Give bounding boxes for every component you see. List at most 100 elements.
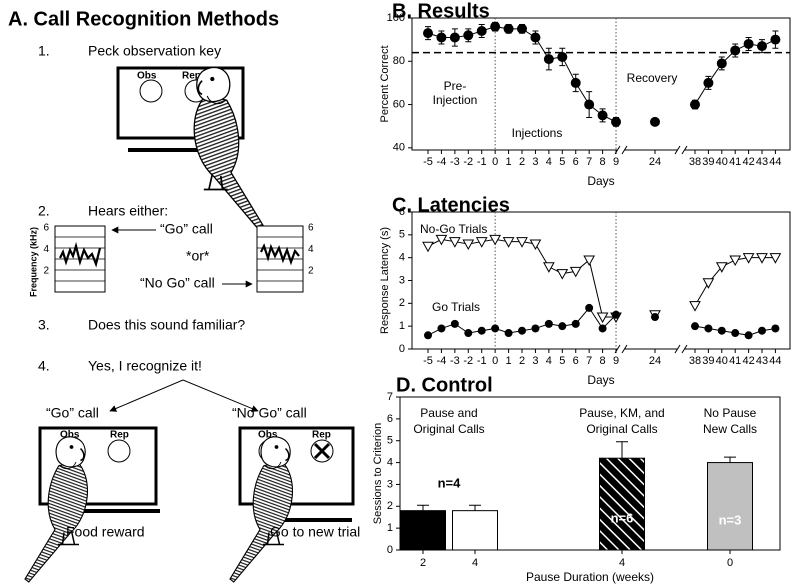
data-point: [529, 239, 542, 250]
y-tick-label: 6: [399, 206, 405, 218]
x-tick-label: -4: [437, 355, 447, 367]
y-axis-label: Response Latency (s): [379, 227, 391, 334]
axis-break: [674, 145, 688, 155]
x-tick-label: -2: [463, 156, 473, 168]
data-point: [743, 38, 754, 49]
spectrogram-tick: 4: [308, 244, 314, 255]
outcome: Go to new trial: [270, 524, 360, 540]
group-label: No Pause: [704, 406, 757, 420]
x-tick-label: 7: [586, 355, 592, 367]
screen: [238, 426, 355, 506]
data-point: [583, 255, 596, 266]
x-tick-label: 40: [716, 355, 728, 367]
x-axis-label: Days: [587, 373, 614, 387]
y-tick-label: 4: [399, 252, 405, 264]
step-number: 4.: [38, 358, 50, 374]
y-tick-label: 100: [387, 12, 405, 24]
data-point: [502, 237, 515, 248]
key-label: Rep: [312, 430, 331, 441]
data-point: [491, 324, 500, 333]
data-point: [689, 301, 701, 312]
x-tick-label: 2: [420, 557, 426, 569]
data-point: [556, 269, 569, 280]
annotation: Pre-: [444, 79, 467, 93]
data-point: [503, 23, 514, 34]
y-axis-label: Sessions to Criterion: [372, 423, 384, 525]
legend-label: Go Trials: [432, 300, 480, 314]
y-tick-label: 3: [387, 478, 393, 490]
key: [139, 79, 163, 103]
call-label: “No Go” call: [232, 405, 307, 421]
data-point: [424, 331, 432, 340]
x-tick-label: 39: [702, 355, 714, 367]
spectrogram-tick: 2: [43, 265, 49, 276]
data-point: [557, 51, 568, 62]
y-tick-label: 7: [387, 391, 393, 403]
axis-break: [618, 146, 624, 154]
data-point: [450, 319, 459, 328]
key-label: Obs: [137, 71, 157, 82]
n-label: n=4: [438, 475, 462, 490]
x-tick-label: 43: [756, 156, 768, 168]
x-tick-label: 6: [573, 355, 579, 367]
data-point: [436, 32, 447, 43]
y-tick-label: 40: [393, 142, 405, 154]
data-point: [690, 99, 700, 110]
error-bar: [616, 441, 628, 459]
x-tick-label: 42: [742, 156, 754, 168]
x-tick-label: 4: [546, 355, 552, 367]
data-point: [543, 54, 554, 65]
x-tick-label: 42: [742, 355, 754, 367]
bar: [599, 457, 645, 551]
data-point: [504, 329, 513, 338]
axis-label: Frequency (kHz): [28, 227, 38, 297]
data-point: [558, 322, 567, 331]
x-tick-label: 38: [689, 156, 701, 168]
x-tick-label: 5: [559, 355, 565, 367]
x-tick-label: 43: [756, 355, 768, 367]
spectrogram-tick: 6: [308, 223, 314, 234]
x-tick-label: 8: [600, 156, 606, 168]
or-label: *or*: [186, 248, 210, 264]
data-point: [584, 99, 595, 110]
group-label: Original Calls: [413, 422, 484, 436]
x-tick-label: 7: [586, 156, 592, 168]
group-label: Original Calls: [586, 422, 657, 436]
x-tick-label: 6: [573, 156, 579, 168]
data-point: [437, 324, 446, 333]
key-label: Obs: [258, 430, 278, 441]
y-axis-label: Percent Correct: [379, 45, 391, 122]
x-axis-label: Pause Duration (weeks): [526, 570, 654, 584]
error-bar: [469, 504, 481, 511]
x-tick-label: 1: [506, 156, 512, 168]
x-tick-label: -1: [477, 355, 487, 367]
step-text: Hears either:: [88, 203, 168, 219]
data-point: [422, 241, 434, 253]
y-tick-label: 0: [387, 544, 393, 556]
data-point: [516, 237, 528, 248]
x-tick-label: 5: [559, 156, 565, 168]
data-point: [477, 326, 486, 335]
data-point: [650, 116, 660, 127]
axis-break: [678, 146, 684, 154]
annotation: Injection: [433, 93, 478, 107]
step-text: Yes, I recognize it!: [88, 358, 202, 374]
y-tick-label: 3: [399, 274, 405, 286]
x-tick-label: 2: [519, 156, 525, 168]
y-tick-label: 2: [387, 500, 393, 512]
data-point: [490, 21, 501, 32]
key: [107, 439, 131, 463]
x-tick-label: 0: [492, 156, 498, 168]
data-point: [757, 41, 767, 52]
step-number: 1.: [38, 43, 50, 59]
y-tick-label: 4: [387, 456, 393, 468]
arrow: [109, 379, 184, 412]
panel-title: A. Call Recognition Methods: [8, 8, 279, 30]
x-tick-label: 3: [532, 355, 538, 367]
x-tick-label: 4: [546, 156, 552, 168]
data-point: [717, 326, 726, 335]
key-label: Obs: [60, 430, 80, 441]
group-label: Pause and: [420, 406, 477, 420]
spectrogram-tick: 2: [308, 265, 314, 276]
panel-a: A. Call Recognition Methods 1. Peck obse…: [8, 8, 360, 583]
